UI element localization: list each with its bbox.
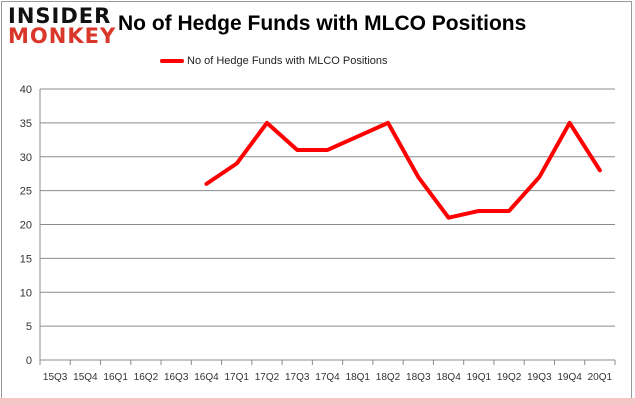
y-tick-label: 25 — [20, 186, 32, 198]
x-tick-label: 15Q3 — [43, 372, 68, 383]
y-tick-label: 40 — [20, 84, 32, 96]
legend-label: No of Hedge Funds with MLCO Positions — [187, 55, 388, 67]
series-line — [204, 120, 602, 220]
y-tick-label: 0 — [26, 355, 32, 367]
x-tick-label: 16Q2 — [134, 372, 159, 383]
x-tick-label: 16Q4 — [194, 372, 219, 383]
insider-monkey-logo: INSIDER MONKEY — [8, 4, 117, 48]
bottom-edge — [0, 398, 635, 405]
x-tick-label: 17Q1 — [224, 372, 249, 383]
x-tick-label: 19Q4 — [557, 372, 582, 383]
logo-line1: INSIDER — [8, 4, 112, 28]
x-tick-label: 19Q2 — [497, 372, 522, 383]
legend: No of Hedge Funds with MLCO Positions — [160, 55, 388, 67]
x-tick-label: 17Q4 — [315, 372, 340, 383]
x-tick-label: 16Q1 — [103, 372, 128, 383]
y-tick-label: 20 — [20, 220, 32, 232]
y-tick-label: 5 — [26, 321, 32, 333]
y-tick-label: 15 — [20, 253, 32, 265]
x-tick-label: 18Q2 — [376, 372, 401, 383]
y-tick-label: 30 — [20, 152, 32, 164]
x-tick-label: 19Q1 — [467, 372, 492, 383]
x-tick-label: 19Q3 — [527, 372, 552, 383]
legend-swatch — [160, 59, 184, 63]
x-tick-label: 17Q2 — [255, 372, 280, 383]
x-tick-label: 18Q1 — [346, 372, 371, 383]
y-tick-label: 10 — [20, 287, 32, 299]
x-tick-label: 18Q3 — [406, 372, 431, 383]
x-tick-label: 20Q1 — [588, 372, 613, 383]
x-tick-label: 17Q3 — [285, 372, 310, 383]
y-tick-label: 35 — [20, 118, 32, 130]
chart-title: No of Hedge Funds with MLCO Positions — [118, 12, 527, 35]
logo-line2: MONKEY — [8, 24, 117, 48]
x-tick-label: 18Q4 — [436, 372, 461, 383]
x-tick-label: 15Q4 — [73, 372, 98, 383]
x-tick-label: 16Q3 — [164, 372, 189, 383]
